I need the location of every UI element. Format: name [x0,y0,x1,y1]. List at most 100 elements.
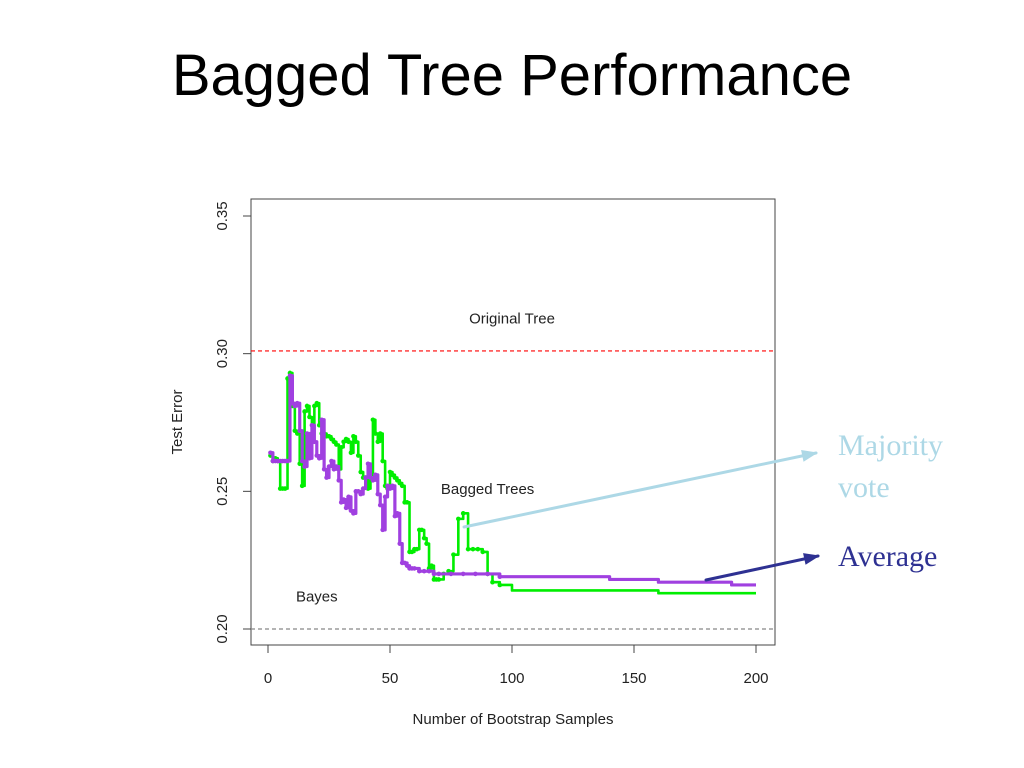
data-point [377,431,383,436]
data-point [282,486,288,491]
data-point [294,400,300,406]
annotation-bagged-trees: Bagged Trees [441,481,534,498]
x-tick-label: 50 [382,670,399,687]
data-point [375,439,381,445]
data-point [470,546,476,552]
data-point [431,571,437,577]
data-point [316,455,322,461]
data-point [287,373,293,378]
data-point [343,505,349,511]
data-point [485,571,490,577]
data-point [414,546,420,552]
data-point [399,483,405,489]
data-point [363,475,368,480]
x-tick-label: 200 [743,670,768,687]
data-point [346,494,351,500]
y-axis-label: Test Error [169,389,186,454]
data-point [299,483,305,489]
data-point [338,444,344,450]
data-point [373,472,378,478]
data-point [341,497,346,502]
x-tick-label: 100 [499,670,524,687]
data-point [377,502,383,508]
data-point [302,409,307,414]
data-point [307,455,312,461]
data-point [360,486,366,491]
data-point [380,527,385,533]
average-label: Average [838,540,938,573]
data-point [285,458,290,464]
data-point [304,403,310,409]
data-point [373,431,378,436]
data-point [307,414,312,420]
data-point [416,568,422,574]
data-point [497,574,503,579]
data-point [304,431,310,436]
data-point [424,541,429,546]
plot-frame [250,198,776,646]
data-point [395,511,400,516]
data-point [297,428,303,434]
data-point [358,491,364,497]
data-point [312,439,317,445]
majority-vote-arrow [462,451,818,529]
data-point [353,439,359,445]
y-tick-label: 0.30 [214,339,231,368]
data-point [419,527,425,533]
data-point [329,458,334,464]
data-point [302,464,307,469]
x-tick-label: 0 [264,670,272,687]
data-point [355,453,361,458]
data-point [334,464,339,469]
majority-vote-arrowhead [801,450,818,462]
data-point [460,571,466,577]
y-tick-label: 0.20 [214,614,231,643]
data-point [380,458,385,464]
data-point [421,568,427,574]
data-point [370,417,376,423]
data-point [375,491,381,497]
data-point [421,535,427,541]
majority-vote-label: Majority vote [838,429,943,504]
data-point [480,549,486,555]
data-point [382,494,388,500]
data-point [348,450,354,456]
data-point [404,500,410,505]
data-point [456,516,461,522]
data-point [465,546,471,552]
data-point [334,442,339,447]
data-point [390,483,395,489]
y-tick-label: 0.25 [214,477,231,506]
data-point [412,566,417,571]
data-point [326,464,332,469]
data-point [268,450,273,456]
annotation-bayes: Bayes [296,588,338,605]
data-point [319,417,324,423]
data-point [426,568,432,574]
data-point [460,511,466,516]
data-point [351,511,356,516]
plot-area: 0 50 100 150 200 0.20 0.25 0.30 0.35 Number of Bo… [169,198,776,728]
data-point [436,571,442,577]
data-point [321,467,327,472]
data-point [497,582,503,588]
data-point [429,563,434,568]
x-axis-label: Number of Bootstrap Samples [413,711,614,728]
x-tick-label: 150 [621,670,646,687]
data-point [490,579,495,585]
data-point [436,577,442,582]
y-tick-label: 0.35 [214,201,231,230]
slide-title: Bagged Tree Performance [171,43,853,108]
data-point [346,439,351,445]
data-point [397,541,403,546]
data-point [309,422,315,428]
data-point [299,458,305,464]
data-point [314,400,320,406]
average-arrowhead [803,553,820,565]
data-point [475,546,481,552]
data-point [448,571,454,577]
data-point [336,478,342,483]
data-point [370,478,376,483]
data-point [365,461,371,467]
